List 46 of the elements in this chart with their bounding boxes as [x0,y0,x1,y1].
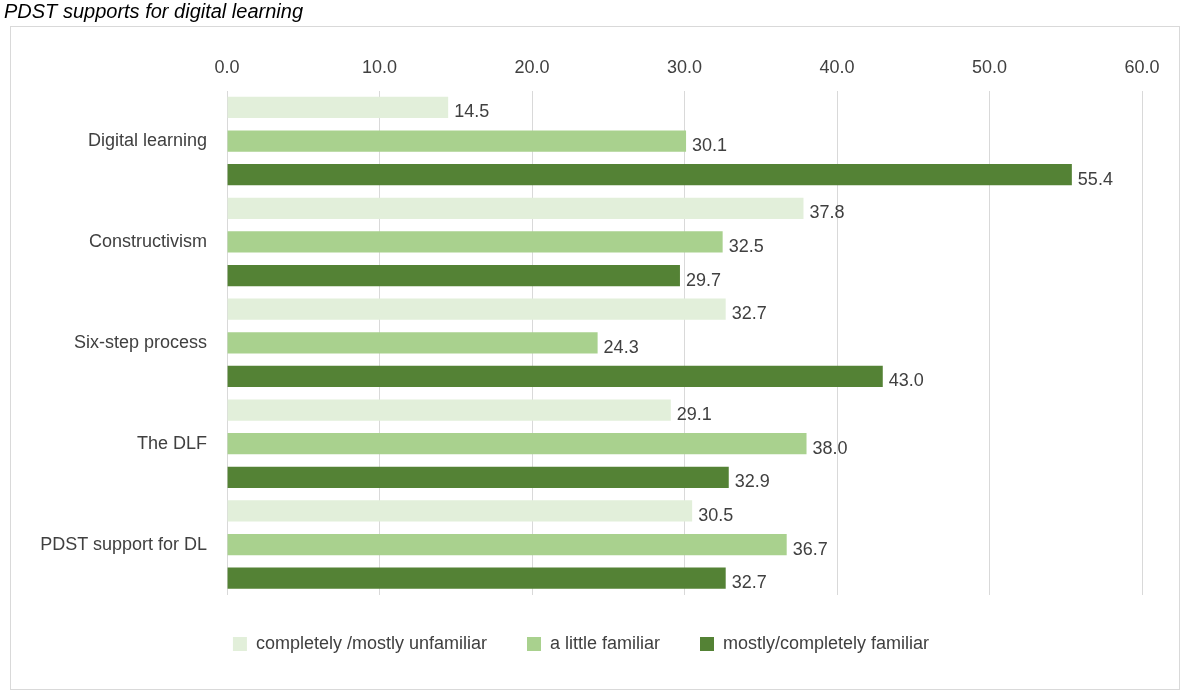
x-tick-label: 60.0 [1124,56,1160,77]
bar [227,567,726,589]
y-tick-label: The DLF [137,432,208,453]
data-label: 37.8 [809,202,845,223]
y-tick-label: PDST support for DL [40,533,208,554]
bar [227,466,729,488]
x-tick-label: 0.0 [214,56,240,77]
data-label: 32.7 [731,572,767,593]
bar [227,264,680,287]
y-tick-label: Six-step process [74,331,208,352]
bar [227,197,804,219]
data-label: 43.0 [888,370,924,391]
x-tick-label: 30.0 [667,56,703,77]
data-label: 32.7 [731,303,767,324]
bar [227,164,1072,186]
data-label: 36.7 [792,538,828,559]
data-label: 14.5 [454,101,490,122]
bar [227,130,687,152]
x-tick-label: 10.0 [362,56,398,77]
x-tick-label: 50.0 [971,56,1008,77]
data-label: 38.0 [812,437,848,458]
data-label: 32.5 [728,235,764,256]
bar [227,399,671,421]
data-label: 30.1 [692,135,728,156]
y-tick-label: Digital learning [87,130,208,151]
bar [227,332,598,354]
bar [227,365,883,388]
data-label: 30.5 [698,504,734,525]
x-tick-label: 40.0 [819,56,855,77]
data-label: 29.1 [676,404,712,425]
bar [227,500,693,522]
legend-label: mostly/completely familiar [723,632,930,653]
legend-label: a little familiar [550,632,661,653]
bar [227,533,787,556]
y-tick-label: Constructivism [89,230,208,251]
data-label: 24.3 [603,336,639,357]
bar [227,231,723,253]
x-tick-label: 20.0 [514,56,550,77]
data-label: 32.9 [734,471,770,492]
bar [227,96,449,119]
data-label: 29.7 [685,269,721,290]
legend-label: completely /mostly unfamiliar [255,632,487,653]
bar [227,433,807,455]
chart-title: PDST supports for digital learning [4,0,304,23]
data-label: 55.4 [1077,168,1113,189]
bar [227,298,726,320]
